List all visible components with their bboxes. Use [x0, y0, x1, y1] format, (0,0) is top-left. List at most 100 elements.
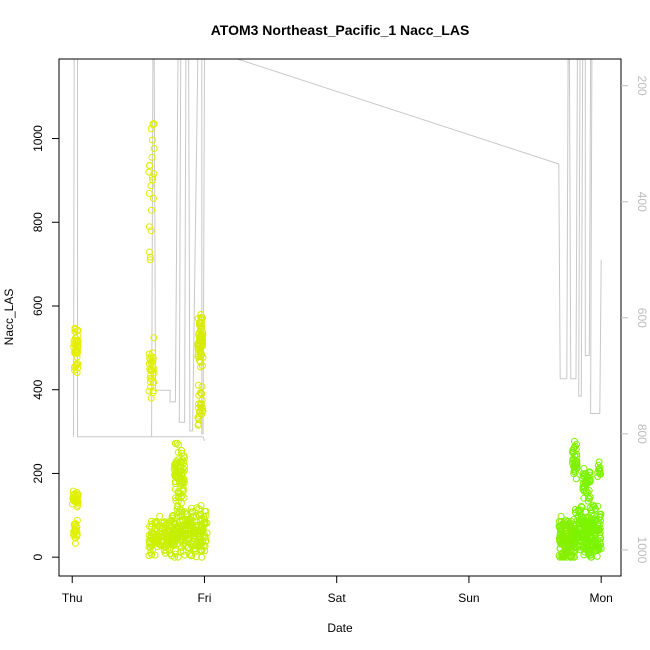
data-point: [197, 400, 205, 408]
y-tick-label: 1000: [31, 125, 45, 152]
data-point: [73, 491, 81, 499]
data-point: [145, 248, 153, 256]
data-point: [197, 547, 205, 555]
data-point: [582, 537, 590, 545]
data-point: [148, 551, 156, 559]
data-point: [149, 173, 156, 181]
data-point: [150, 170, 158, 177]
plot-frame: [58, 58, 622, 577]
data-point: [74, 347, 82, 355]
data-point: [197, 358, 204, 366]
data-point: [196, 516, 204, 524]
y-tick-label: 800: [31, 212, 45, 232]
data-point: [194, 381, 202, 389]
data-point: [175, 470, 183, 478]
data-point: [147, 206, 155, 214]
data-point: [198, 338, 205, 346]
data-point: [596, 531, 604, 539]
y-axis: 0 200 400 600 800 1000: [31, 125, 59, 561]
data-point: [203, 529, 211, 537]
data-point: [71, 366, 79, 374]
data-point: [571, 437, 578, 445]
data-point: [198, 362, 206, 370]
data-point: [196, 527, 204, 534]
data-point: [565, 539, 572, 547]
chart-title: ATOM3 Northeast_Pacific_1 Nacc_LAS: [211, 22, 470, 38]
data-point: [596, 514, 604, 521]
data-point: [586, 504, 594, 512]
data-point: [571, 506, 579, 513]
data-point: [195, 331, 203, 339]
data-point: [147, 227, 155, 235]
data-point: [182, 524, 190, 532]
data-point: [168, 552, 176, 560]
data-point: [569, 446, 577, 454]
data-point: [576, 510, 584, 518]
plot-region: [68, 59, 605, 561]
data-point: [177, 459, 185, 467]
data-point: [145, 387, 153, 395]
data-point: [198, 318, 206, 326]
data-point: [597, 545, 605, 553]
data-point: [572, 445, 580, 453]
data-point: [74, 339, 82, 347]
data-point: [174, 553, 182, 561]
data-point: [156, 533, 163, 541]
data-point: [556, 537, 564, 545]
data-point: [150, 369, 158, 377]
x-axis: Thu Fri Sat Sun Mon: [62, 576, 613, 605]
data-point: [590, 545, 598, 553]
data-point: [71, 348, 79, 356]
y-tick-label: 600: [31, 296, 45, 316]
data-point: [560, 521, 568, 529]
data-point: [562, 516, 570, 524]
data-point: [171, 480, 179, 488]
data-point: [191, 529, 199, 537]
data-point: [174, 488, 182, 495]
data-point: [148, 520, 156, 528]
data-point: [188, 504, 195, 512]
data-point: [149, 531, 157, 539]
data-point: [559, 549, 567, 557]
y-axis-label: Nacc_LAS: [2, 289, 16, 346]
data-point: [192, 553, 200, 561]
data-point: [587, 521, 594, 529]
data-point: [177, 512, 184, 520]
data-point: [71, 520, 79, 528]
data-point: [579, 472, 587, 479]
data-point: [195, 412, 203, 420]
data-point: [72, 338, 80, 346]
data-point: [178, 544, 186, 552]
data-point: [587, 551, 595, 559]
data-point: [174, 502, 182, 510]
data-point: [582, 545, 590, 553]
x-tick-label: Sun: [458, 591, 479, 605]
data-point: [197, 363, 205, 371]
x-tick-label: Mon: [589, 591, 612, 605]
data-point: [595, 458, 603, 466]
data-point: [146, 253, 154, 261]
data-point: [193, 504, 201, 512]
data-point: [162, 525, 169, 533]
data-point: [73, 360, 81, 367]
data-point: [580, 494, 588, 502]
data-point: [162, 543, 169, 551]
data-point: [197, 502, 205, 510]
data-point: [146, 374, 154, 382]
x-tick-label: Sat: [328, 591, 347, 605]
data-point: [580, 551, 588, 559]
y-tick-label: 0: [31, 554, 45, 561]
data-point: [174, 525, 182, 532]
data-point: [198, 390, 206, 398]
data-point: [178, 470, 186, 478]
data-point: [180, 476, 188, 484]
data-point: [575, 534, 583, 542]
data-point: [181, 508, 189, 516]
data-point: [150, 365, 158, 373]
y2-tick-label: 600: [635, 308, 649, 328]
data-point: [595, 527, 603, 535]
data-point: [183, 531, 191, 539]
data-point: [180, 494, 188, 502]
data-point: [184, 535, 192, 543]
data-point: [566, 524, 574, 532]
